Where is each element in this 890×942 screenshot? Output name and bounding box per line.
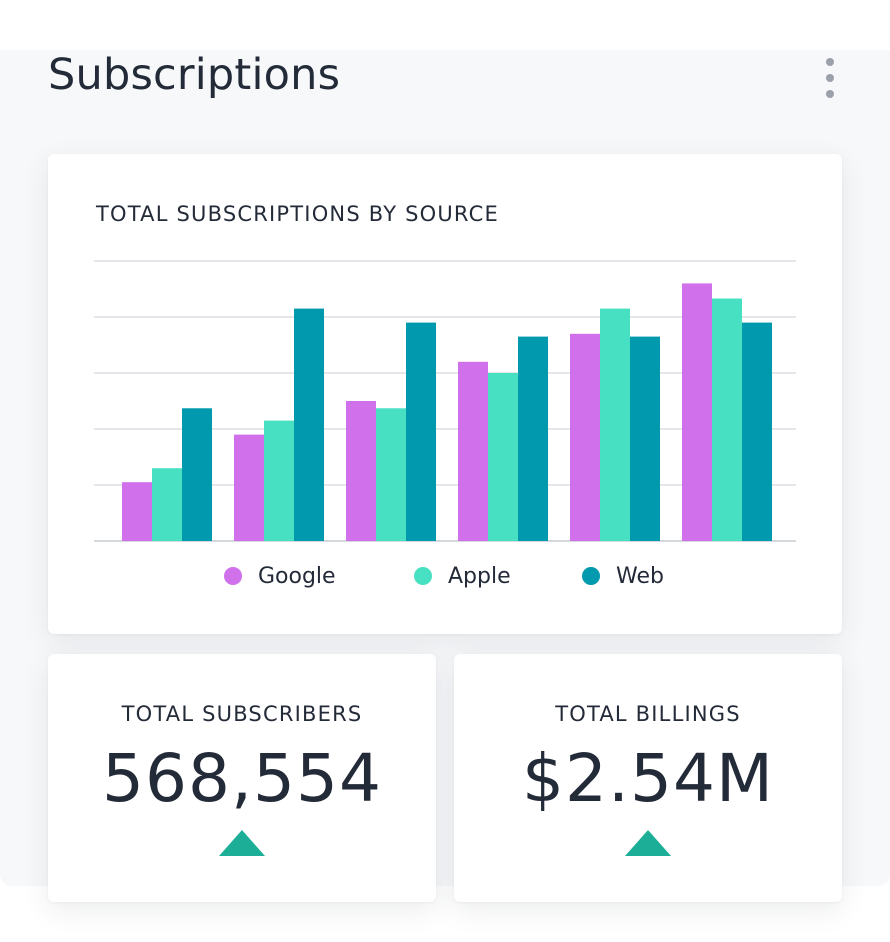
legend-label: Apple [448, 563, 511, 589]
legend-dot [224, 567, 242, 585]
bar-apple-1[interactable] [152, 468, 182, 541]
more-vertical-icon[interactable] [818, 56, 842, 100]
bar-google-5[interactable] [570, 333, 600, 541]
legend-dot [414, 567, 432, 585]
bar-apple-2[interactable] [264, 420, 294, 541]
bar-google-1[interactable] [122, 482, 152, 541]
legend-label: Google [258, 563, 336, 589]
stat-label: TOTAL BILLINGS [555, 702, 741, 726]
chart-title: TOTAL SUBSCRIPTIONS BY SOURCE [96, 202, 500, 226]
total-subscribers-card: TOTAL SUBSCRIBERS 568,554 [48, 654, 436, 902]
triangle-up-icon [625, 830, 671, 856]
bar-apple-5[interactable] [600, 308, 630, 541]
bar-web-3[interactable] [406, 322, 436, 541]
bar-apple-6[interactable] [712, 298, 742, 541]
bar-web-2[interactable] [294, 308, 324, 541]
bar-google-3[interactable] [346, 401, 376, 541]
menu-dot [826, 58, 834, 66]
bar-chart [94, 260, 796, 542]
legend-item-web[interactable]: Web [582, 556, 664, 596]
total-billings-card: TOTAL BILLINGS $2.54M [454, 654, 842, 902]
stat-label: TOTAL SUBSCRIBERS [121, 702, 363, 726]
chart-card: TOTAL SUBSCRIPTIONS BY SOURCE Google Appl… [48, 154, 842, 634]
bar-apple-4[interactable] [488, 373, 518, 541]
legend-item-google[interactable]: Google [224, 556, 336, 596]
stat-value: $2.54M [522, 740, 774, 817]
menu-dot [826, 74, 834, 82]
legend-item-apple[interactable]: Apple [414, 556, 511, 596]
menu-dot [826, 90, 834, 98]
bar-google-2[interactable] [234, 434, 264, 541]
bar-google-4[interactable] [458, 361, 488, 541]
bar-google-6[interactable] [682, 283, 712, 541]
chart-legend: Google Apple Web [48, 556, 842, 596]
bar-web-1[interactable] [182, 408, 212, 541]
legend-dot [582, 567, 600, 585]
stat-value: 568,554 [102, 740, 382, 817]
legend-label: Web [616, 563, 664, 589]
bar-web-6[interactable] [742, 322, 772, 541]
triangle-up-icon [219, 830, 265, 856]
bar-web-4[interactable] [518, 336, 548, 541]
bar-apple-3[interactable] [376, 408, 406, 541]
page-title: Subscriptions [48, 50, 341, 100]
bar-web-5[interactable] [630, 336, 660, 541]
